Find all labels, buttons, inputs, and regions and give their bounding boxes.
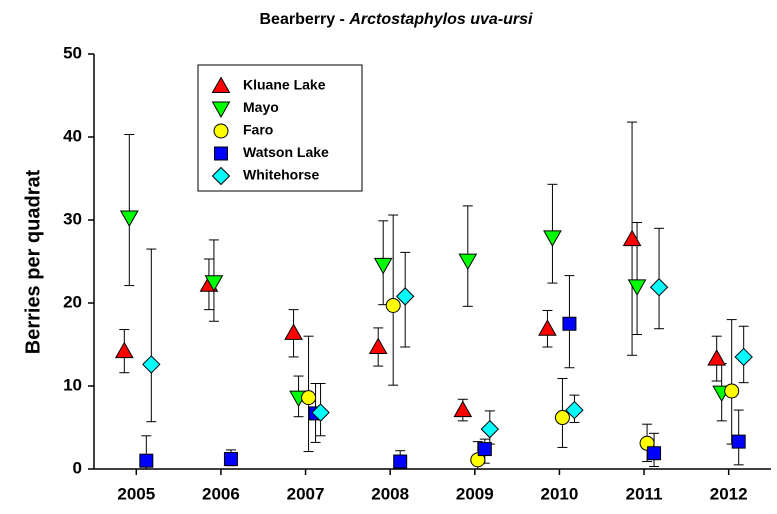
point <box>562 316 577 331</box>
legend-marker <box>211 76 231 93</box>
x-tick-label: 2011 <box>626 484 663 503</box>
point <box>731 434 746 449</box>
point <box>142 355 161 374</box>
point <box>724 383 740 399</box>
legend-label: Kluane Lake <box>243 77 326 93</box>
point <box>393 454 408 469</box>
x-tick-label: 2009 <box>456 484 494 503</box>
legend-marker <box>211 166 231 186</box>
point <box>385 297 401 313</box>
point <box>622 229 642 247</box>
y-tick-label: 0 <box>73 458 82 477</box>
x-tick-label: 2006 <box>202 484 240 503</box>
point <box>284 323 303 340</box>
point <box>565 400 584 420</box>
point <box>477 442 492 457</box>
point <box>223 452 238 467</box>
y-tick-label: 40 <box>63 126 82 145</box>
point <box>453 400 473 418</box>
x-tick-label: 2008 <box>371 484 409 503</box>
title-species: Arctostaphylos uva-ursi <box>348 11 533 28</box>
x-tick-label: 2012 <box>710 484 748 503</box>
point <box>649 278 669 297</box>
point <box>543 230 562 247</box>
legend-label: Watson Lake <box>243 144 329 160</box>
point <box>301 390 317 406</box>
legend-label: Faro <box>243 122 273 138</box>
y-tick-label: 30 <box>63 209 82 228</box>
y-axis-label: Berries per quadrat <box>22 169 44 354</box>
point <box>734 347 753 367</box>
y-tick-label: 50 <box>63 43 82 62</box>
legend-label: Mayo <box>243 99 279 115</box>
legend-marker <box>213 123 229 139</box>
point <box>480 419 500 439</box>
x-tick-label: 2007 <box>287 484 325 503</box>
point <box>627 279 647 296</box>
legend-marker <box>211 101 231 119</box>
x-tick-label: 2010 <box>541 484 579 503</box>
point <box>554 410 570 426</box>
y-tick-label: 20 <box>63 292 82 311</box>
point <box>368 337 388 354</box>
point <box>707 349 727 366</box>
point <box>373 257 393 275</box>
point <box>114 341 134 359</box>
x-tick-label: 2005 <box>117 484 155 503</box>
point <box>647 446 662 461</box>
point <box>119 210 139 228</box>
point <box>458 253 478 271</box>
legend-marker <box>214 146 228 161</box>
point <box>311 403 330 422</box>
point <box>139 453 154 468</box>
point <box>204 275 224 292</box>
point <box>538 319 557 336</box>
chart-title: Bearberry - Arctostaphylos uva-ursi <box>260 11 534 28</box>
y-tick-label: 10 <box>63 375 82 394</box>
point <box>395 287 415 306</box>
legend-label: Whitehorse <box>243 167 319 183</box>
title-main: Bearberry - <box>260 11 345 28</box>
